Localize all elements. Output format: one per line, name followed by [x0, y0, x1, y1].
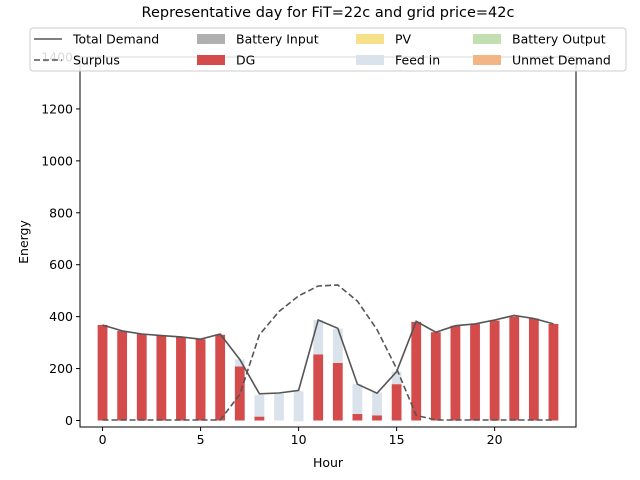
bar-dg	[136, 334, 147, 421]
bar-dg	[391, 384, 402, 421]
legend-swatch-unmet-demand	[473, 55, 501, 65]
legend-swatch-battery-output	[473, 34, 501, 44]
y-tick-label: 800	[49, 205, 73, 220]
bar-feed-in-negative	[293, 420, 304, 422]
y-axis-label: Energy	[16, 220, 31, 264]
legend-swatch-feed-in	[356, 55, 384, 65]
y-tick-label: 200	[49, 361, 73, 376]
bar-dg	[450, 325, 461, 421]
x-tick-label: 20	[487, 432, 503, 447]
bar-dg	[215, 334, 226, 421]
bar-dg	[195, 339, 206, 421]
x-tick-label: 5	[197, 432, 205, 447]
bar-feed-in	[332, 328, 343, 363]
bar-feed-in	[391, 371, 402, 385]
bar-dg	[528, 318, 539, 421]
bar-dg	[372, 415, 382, 421]
line-surplus	[102, 284, 554, 421]
bar-dg	[352, 414, 363, 421]
bar-dg	[411, 321, 422, 421]
legend-swatch-pv	[356, 34, 384, 44]
bar-feed-in	[234, 359, 245, 367]
chart-title: Representative day for FiT=22c and grid …	[142, 5, 515, 21]
x-tick-label: 15	[389, 432, 405, 447]
y-tick-label: 600	[49, 257, 73, 272]
plot-area-frame	[79, 56, 577, 428]
bar-layer	[97, 316, 559, 422]
bar-dg	[156, 335, 167, 421]
bar-feed-in	[372, 392, 382, 416]
bar-feed-in	[293, 391, 304, 421]
y-axis: 0200400600800100012001400	[41, 50, 80, 428]
bar-feed-in	[313, 320, 324, 355]
legend-swatch-battery-input	[197, 34, 225, 44]
x-axis: 0 5 10 15 20	[99, 427, 503, 447]
bar-dg	[254, 416, 265, 421]
bar-dg	[313, 354, 324, 421]
bar-dg	[234, 366, 245, 421]
legend-label-battery-output: Battery Output	[512, 32, 606, 47]
bar-dg	[489, 320, 500, 421]
bar-dg	[97, 324, 108, 421]
legend-label-battery-input: Battery Input	[236, 32, 319, 47]
y-tick-label: 1000	[41, 153, 73, 168]
bar-dg	[176, 336, 186, 421]
bar-dg	[548, 323, 559, 421]
legend-swatch-dg	[197, 55, 225, 65]
x-axis-label: Hour	[313, 455, 344, 470]
bar-feed-in	[254, 395, 265, 417]
bar-dg	[117, 330, 128, 421]
line-total-demand	[102, 314, 554, 395]
bar-dg	[509, 316, 520, 421]
y-tick-label: 1200	[41, 101, 73, 116]
bar-dg	[470, 323, 480, 421]
bar-feed-in	[352, 384, 363, 415]
legend-label-surplus: Surplus	[73, 53, 120, 68]
line-layer	[102, 284, 554, 421]
legend-label-total-demand: Total Demand	[72, 32, 159, 47]
legend: Total Demand Surplus Battery Input DG PV Feed…	[29, 27, 627, 72]
legend-label-dg: DG	[236, 53, 255, 68]
bar-dg	[430, 332, 441, 421]
legend-label-unmet-demand: Unmet Demand	[512, 53, 611, 68]
legend-label-feed-in: Feed in	[395, 53, 440, 68]
y-tick-label: 0	[65, 413, 73, 428]
x-tick-label: 10	[291, 432, 307, 447]
bar-dg	[332, 362, 343, 421]
bar-feed-in	[274, 393, 284, 421]
y-tick-label: 400	[49, 309, 73, 324]
legend-label-pv: PV	[395, 32, 412, 47]
x-tick-label: 0	[99, 432, 107, 447]
